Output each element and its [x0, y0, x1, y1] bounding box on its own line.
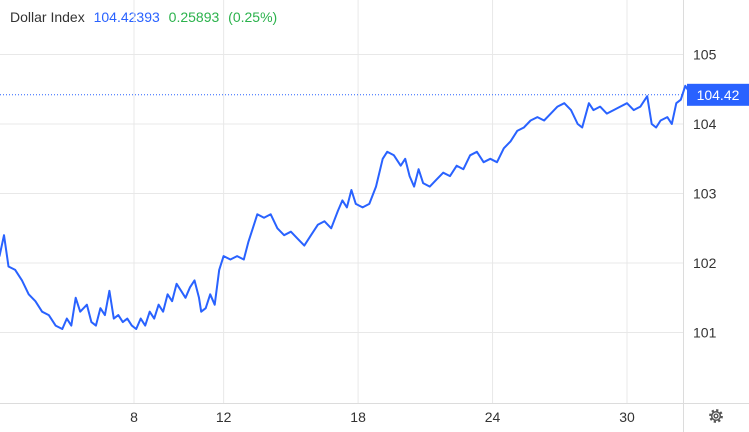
y-tick-label: 103	[693, 186, 717, 202]
price-line-layer	[0, 84, 695, 330]
y-tick-label: 104	[693, 116, 717, 132]
symbol-name: Dollar Index	[10, 9, 85, 25]
y-tick-label: 105	[693, 47, 717, 63]
x-tick-label: 12	[216, 409, 232, 425]
price-series-line	[0, 84, 695, 330]
y-tick-label: 102	[693, 255, 717, 271]
chart-header: Dollar Index 104.42393 0.25893 (0.25%)	[10, 9, 282, 25]
x-tick-label: 30	[619, 409, 635, 425]
last-price: 104.42393	[93, 9, 160, 25]
y-axis: 101 102 103 104 105 104.42	[687, 47, 749, 341]
current-price-label: 104.42	[697, 87, 740, 103]
x-tick-label: 8	[130, 409, 138, 425]
current-price-badge	[687, 83, 749, 106]
gear-icon[interactable]	[706, 406, 726, 426]
price-change: 0.25893	[168, 9, 220, 25]
x-tick-label: 24	[485, 409, 501, 425]
x-tick-label: 18	[350, 409, 366, 425]
y-tick-label: 101	[693, 325, 717, 341]
price-change-percent: (0.25%)	[228, 9, 278, 25]
x-axis: 8 12 18 24 30	[130, 409, 635, 425]
